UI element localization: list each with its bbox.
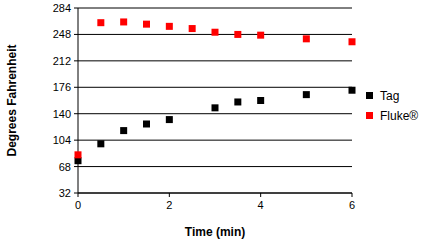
x-axis [78,193,352,194]
x-tick [169,193,170,197]
y-tick [74,60,78,61]
point [303,35,310,42]
y-tick [74,166,78,167]
legend-marker [366,112,373,119]
x-tick-label: 0 [75,199,81,211]
y-tick-label: 32 [59,187,71,199]
x-tick [352,193,353,197]
point [97,140,104,147]
grid-line [78,166,352,167]
y-axis [78,8,79,193]
point [120,18,127,25]
series [75,87,356,164]
chart: 32 68 104 140 176 212 248 284 0 2 4 6 Time (min) Degr… [0,0,437,244]
x-axis-title: Time (min) [185,225,245,239]
y-tick [74,140,78,141]
y-tick-label: 284 [53,2,71,14]
grid-line [78,87,352,88]
x-tick-label: 4 [258,199,264,211]
point [143,120,150,127]
y-tick [74,34,78,35]
point [349,38,356,45]
series [75,18,356,158]
y-tick-label: 68 [59,161,71,173]
plot-area [75,18,356,164]
legend-label: Tag [380,89,399,103]
point [234,98,241,105]
x-tick [78,193,79,197]
y-tick-label: 248 [53,28,71,40]
grid-line [78,113,352,114]
y-tick [74,87,78,88]
y-tick [74,193,78,194]
legend-marker [366,92,373,99]
point [234,31,241,38]
point [166,23,173,30]
point [120,127,127,134]
x-tick-label: 6 [349,199,355,211]
point [189,25,196,32]
grid-line [78,8,352,9]
grid-line [78,140,352,141]
point [143,21,150,28]
x-tick [260,193,261,197]
point [257,97,264,104]
y-tick-label: 176 [53,81,71,93]
point [257,32,264,39]
point [97,19,104,26]
grid-line [78,193,352,194]
y-axis-title: Degrees Fahrenheit [5,44,19,156]
y-tick-label: 212 [53,55,71,67]
y-tick [74,8,78,9]
point [75,151,82,158]
point [349,87,356,94]
point [166,116,173,123]
legend-label: Fluke® [380,109,418,123]
point [212,29,219,36]
y-tick [74,113,78,114]
point [212,104,219,111]
point [303,91,310,98]
x-tick-label: 2 [166,199,172,211]
y-tick-label: 104 [53,134,71,146]
y-tick-label: 140 [53,108,71,120]
grid-line [78,60,352,61]
legend: Tag Fluke® [366,89,418,123]
